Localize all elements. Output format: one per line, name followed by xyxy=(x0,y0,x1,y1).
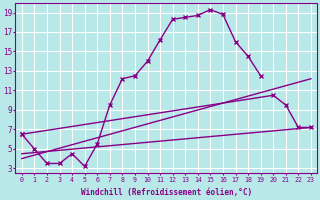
X-axis label: Windchill (Refroidissement éolien,°C): Windchill (Refroidissement éolien,°C) xyxy=(81,188,252,197)
